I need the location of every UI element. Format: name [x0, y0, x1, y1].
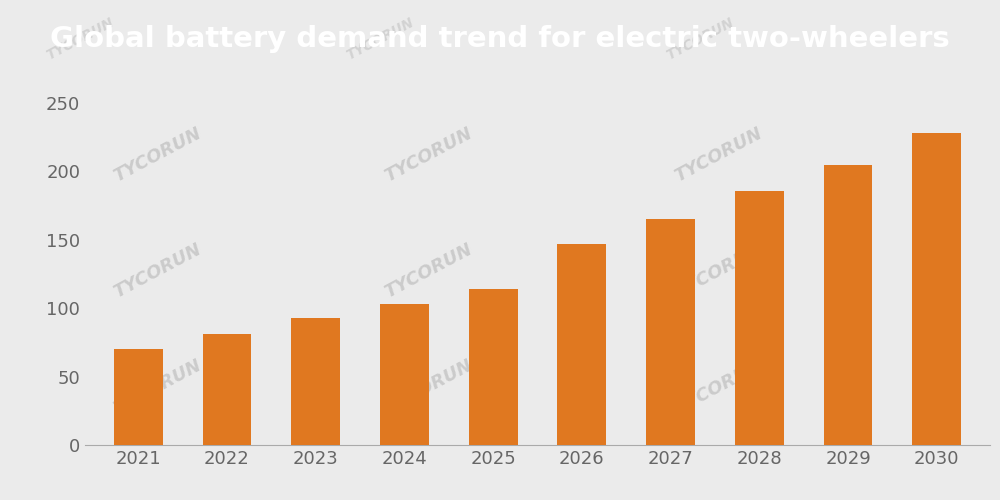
- Text: Global battery demand trend for electric two-wheelers: Global battery demand trend for electric…: [50, 24, 950, 52]
- Text: TYCORUN: TYCORUN: [672, 124, 765, 186]
- Bar: [114, 349, 163, 445]
- Text: TYCORUN: TYCORUN: [44, 15, 116, 62]
- Bar: [203, 334, 251, 445]
- Bar: [469, 289, 518, 445]
- Text: TYCORUN: TYCORUN: [344, 15, 416, 62]
- Bar: [912, 133, 961, 445]
- Bar: [646, 220, 695, 445]
- Text: TYCORUN: TYCORUN: [672, 240, 765, 302]
- Bar: [380, 304, 429, 445]
- Text: TYCORUN: TYCORUN: [382, 240, 476, 302]
- Bar: [735, 190, 784, 445]
- Text: TYCORUN: TYCORUN: [110, 356, 204, 418]
- Text: TYCORUN: TYCORUN: [110, 124, 204, 186]
- Text: TYCORUN: TYCORUN: [382, 124, 476, 186]
- Text: TYCORUN: TYCORUN: [110, 240, 204, 302]
- Bar: [557, 244, 606, 445]
- Bar: [824, 164, 872, 445]
- Bar: [291, 318, 340, 445]
- Text: TYCORUN: TYCORUN: [382, 356, 476, 418]
- Text: TYCORUN: TYCORUN: [672, 356, 765, 418]
- Text: TYCORUN: TYCORUN: [664, 15, 736, 62]
